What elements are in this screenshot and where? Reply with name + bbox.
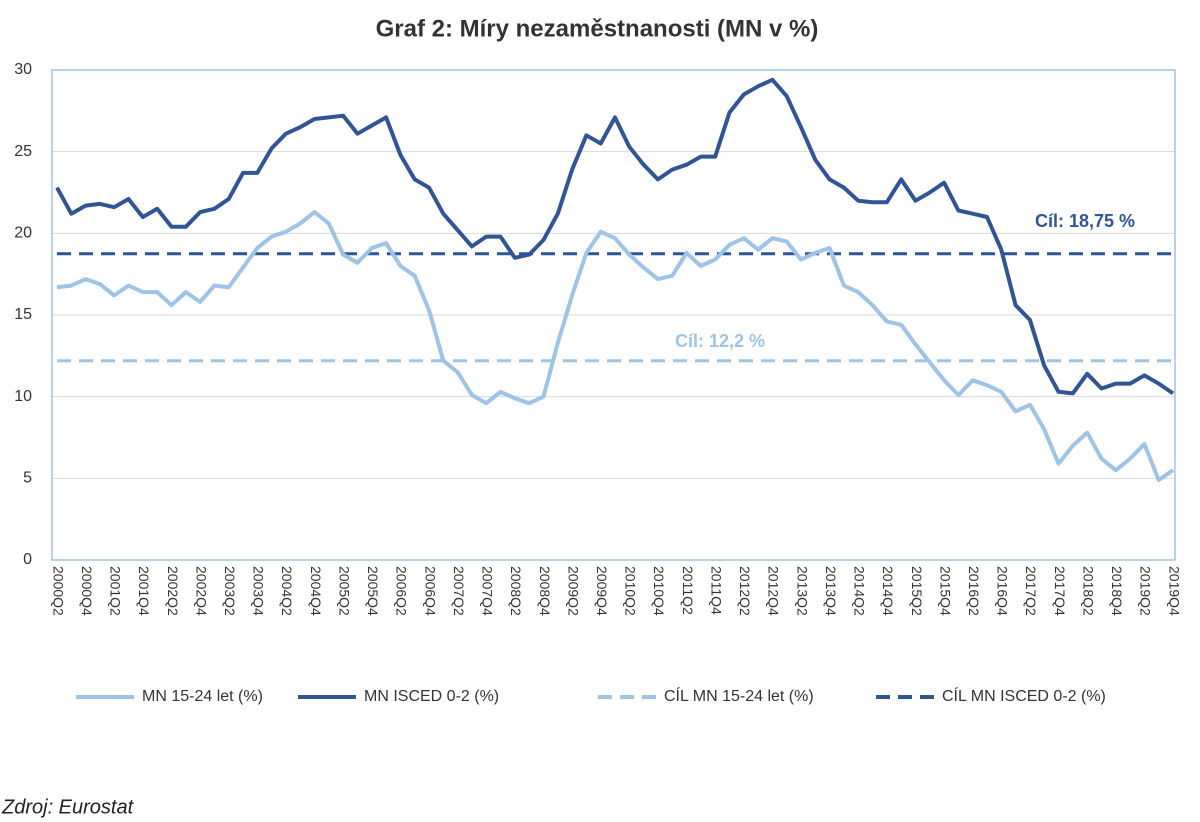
x-tick-label: 2012Q2 (737, 566, 753, 616)
annotation: Cíl: 18,75 % (1035, 211, 1135, 231)
legend-label: CÍL MN ISCED 0-2 (%) (942, 686, 1106, 705)
x-tick-label: 2004Q4 (308, 566, 324, 616)
y-tick-label: 5 (23, 470, 32, 487)
y-tick-label: 20 (14, 225, 32, 242)
x-tick-label: 2007Q2 (451, 566, 467, 616)
x-tick-label: 2019Q2 (1138, 566, 1154, 616)
legend-label: CÍL MN 15-24 let (%) (664, 686, 814, 705)
x-tick-label: 2001Q2 (108, 566, 124, 616)
x-tick-label: 2007Q4 (480, 566, 496, 616)
x-tick-label: 2016Q2 (966, 566, 982, 616)
x-tick-label: 2010Q4 (651, 566, 667, 616)
x-tick-label: 2006Q2 (394, 566, 410, 616)
x-tick-label: 2013Q2 (794, 566, 810, 616)
plot-border (51, 69, 1176, 561)
chart-title: Graf 2: Míry nezaměstnanosti (MN v %) (376, 15, 819, 42)
x-tick-label: 2010Q2 (623, 566, 639, 616)
x-tick-label: 2002Q2 (165, 566, 181, 616)
annotation: Cíl: 12,2 % (675, 331, 765, 351)
y-tick-label: 10 (14, 388, 32, 405)
source: Zdroj: Eurostat (1, 796, 135, 818)
x-tick-label: 2018Q4 (1109, 566, 1125, 616)
y-tick-label: 30 (14, 61, 32, 78)
x-tick-label: 2005Q4 (365, 566, 381, 616)
y-tick-label: 25 (14, 143, 32, 160)
x-tick-label: 2014Q2 (852, 566, 868, 616)
x-tick-label: 2005Q2 (336, 566, 352, 616)
x-tick-label: 2008Q2 (508, 566, 524, 616)
x-tick-label: 2004Q2 (279, 566, 295, 616)
x-tick-label: 2017Q4 (1052, 566, 1068, 616)
y-tick-label: 0 (23, 551, 32, 568)
x-tick-label: 2018Q2 (1080, 566, 1096, 616)
x-tick-label: 2009Q4 (594, 566, 610, 616)
x-tick-label: 2008Q4 (537, 566, 553, 616)
x-tick-label: 2000Q2 (50, 566, 66, 616)
x-tick-label: 2015Q4 (937, 566, 953, 616)
x-tick-label: 2013Q4 (823, 566, 839, 616)
x-tick-label: 2002Q4 (193, 566, 209, 616)
x-tick-label: 2014Q4 (880, 566, 896, 616)
x-tick-label: 2000Q4 (79, 566, 95, 616)
x-tick-label: 2006Q4 (422, 566, 438, 616)
x-tick-label: 2003Q4 (251, 566, 267, 616)
y-tick-label: 15 (14, 306, 32, 323)
x-tick-label: 2011Q2 (680, 566, 696, 615)
x-tick-label: 2001Q4 (136, 566, 152, 616)
x-tick-label: 2012Q4 (766, 566, 782, 616)
x-tick-label: 2017Q2 (1023, 566, 1039, 616)
legend-label: MN ISCED 0-2 (%) (364, 688, 499, 705)
legend-label: MN 15-24 let (%) (142, 688, 263, 705)
x-tick-label: 2019Q4 (1166, 566, 1182, 616)
x-tick-label: 2011Q4 (708, 566, 724, 615)
x-tick-label: 2009Q2 (565, 566, 581, 616)
x-tick-label: 2003Q2 (222, 566, 238, 616)
data-line (56, 210, 1175, 482)
x-tick-label: 2015Q2 (909, 566, 925, 616)
data-line (55, 77, 1175, 396)
x-tick-label: 2016Q4 (995, 566, 1011, 616)
